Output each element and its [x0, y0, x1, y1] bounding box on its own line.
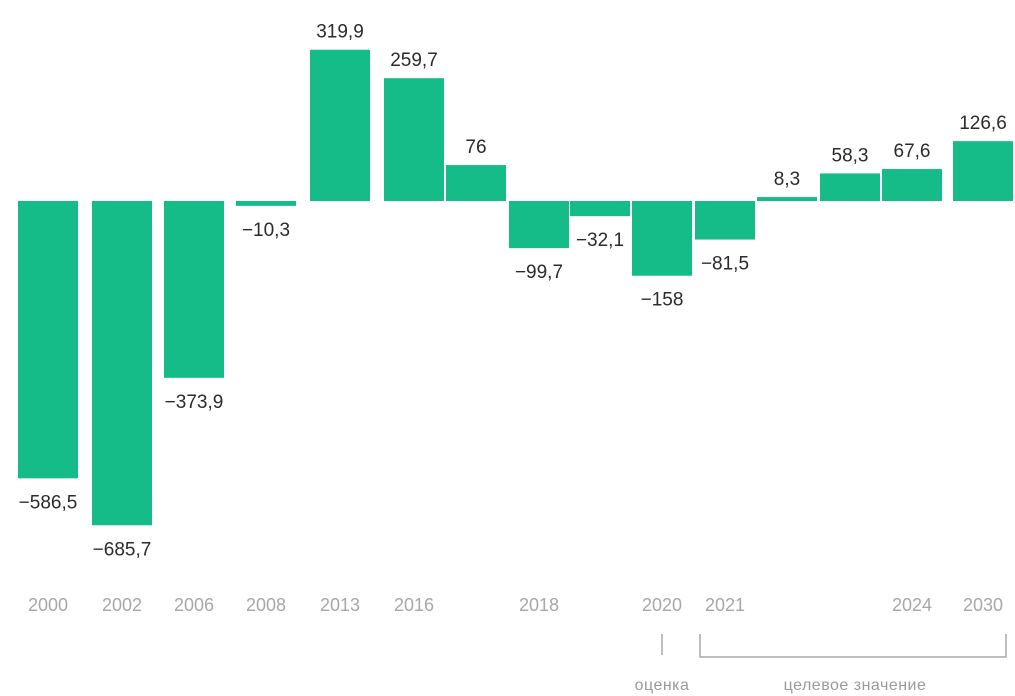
target-annotation: целевое значение [784, 677, 927, 694]
value-label-1: −685,7 [93, 539, 152, 560]
x-tick-2030: 2030 [963, 595, 1003, 615]
x-tick-2021: 2021 [705, 595, 745, 615]
x-tick-2002: 2002 [102, 595, 142, 615]
value-label-0: −586,5 [19, 492, 78, 513]
bars-group [18, 49, 1013, 526]
bar-7 [509, 201, 569, 249]
bar-1 [92, 201, 152, 526]
value-label-4: 319,9 [316, 22, 364, 43]
bar-4 [310, 49, 370, 201]
value-label-3: −10,3 [242, 220, 290, 241]
bar-5 [384, 78, 444, 201]
bar-6 [446, 165, 506, 201]
x-tick-2016: 2016 [394, 595, 434, 615]
bar-10 [695, 201, 755, 240]
value-label-11: 8,3 [774, 169, 800, 190]
value-labels-group: −586,5 −685,7 −373,9 −10,3 319,9 259,7 76 −99,7… [19, 22, 1007, 561]
value-label-6: 76 [465, 137, 486, 158]
value-label-7: −99,7 [515, 262, 563, 283]
bar-0 [18, 201, 78, 479]
value-label-9: −158 [641, 290, 684, 311]
value-label-10: −81,5 [701, 254, 749, 275]
value-label-5: 259,7 [390, 50, 438, 71]
value-label-13: 67,6 [894, 141, 931, 162]
x-tick-2018: 2018 [519, 595, 559, 615]
x-tick-2006: 2006 [174, 595, 214, 615]
bar-9 [632, 201, 692, 276]
value-label-12: 58,3 [832, 145, 869, 166]
x-tick-2013: 2013 [320, 595, 360, 615]
x-tick-labels-group: 2000 2002 2006 2008 2013 2016 2018 2020 2021 2024… [28, 595, 1003, 615]
bar-12 [820, 173, 880, 201]
value-label-14: 126,6 [959, 113, 1007, 134]
target-bracket [699, 634, 1007, 658]
bar-13 [882, 169, 942, 201]
bar-11 [757, 197, 817, 201]
x-tick-2024: 2024 [892, 595, 932, 615]
value-label-2: −373,9 [165, 392, 224, 413]
x-tick-2000: 2000 [28, 595, 68, 615]
x-tick-2020: 2020 [642, 595, 682, 615]
bar-2 [164, 201, 224, 378]
bar-3 [236, 201, 296, 206]
estimate-annotation: оценка [635, 677, 690, 694]
bar-14 [953, 141, 1013, 201]
bar-8 [570, 201, 630, 217]
value-label-8: −32,1 [576, 230, 624, 251]
x-tick-2008: 2008 [246, 595, 286, 615]
